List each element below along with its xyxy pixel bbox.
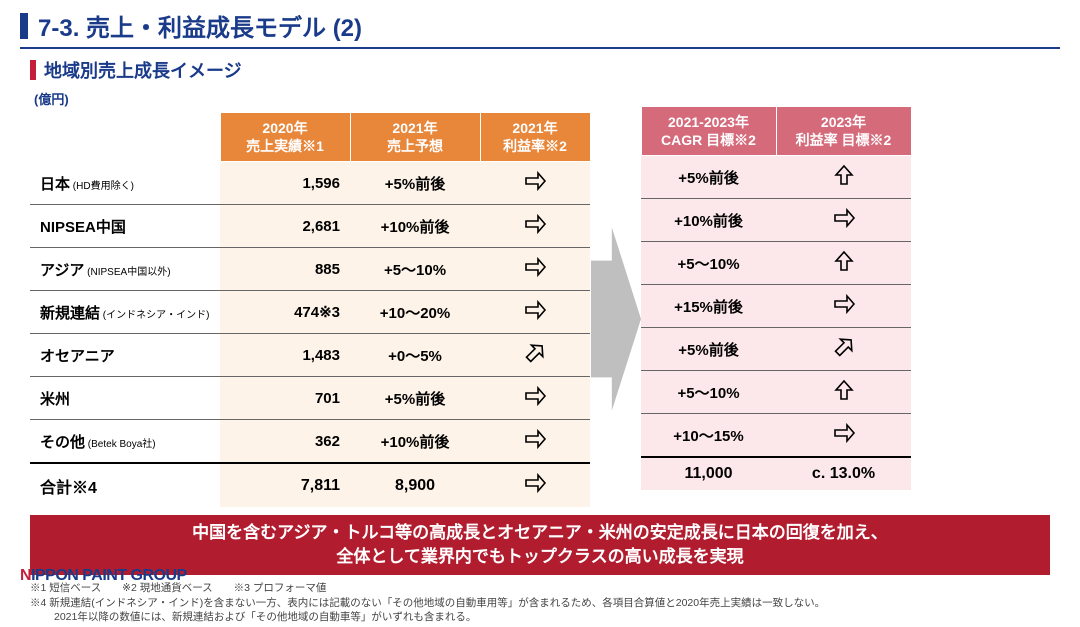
row-label: 日本 (HD費用除く) xyxy=(30,162,220,205)
cell-2020: 474※3 xyxy=(220,291,350,334)
header-cagr: 2021-2023年CAGR 目標※2 xyxy=(641,107,776,156)
logo: NIPPON PAINT GROUP xyxy=(20,567,187,585)
cell-2020: 701 xyxy=(220,377,350,420)
cell-arrow-left xyxy=(480,162,590,205)
slide-title-row: 7-3. 売上・利益成長モデル (2) xyxy=(0,0,1080,47)
cell-2020: 885 xyxy=(220,248,350,291)
cell-arrow-left xyxy=(480,248,590,291)
subtitle: 地域別売上成長イメージ xyxy=(44,57,242,83)
cell-cagr: +10～15% xyxy=(641,414,776,458)
slide-title: 7-3. 売上・利益成長モデル (2) xyxy=(38,8,362,43)
cell-arrow-right xyxy=(776,242,911,285)
cell-total-cagr: 11,000 xyxy=(641,457,776,490)
cell-arrow-right xyxy=(776,371,911,414)
cell-total-arrow xyxy=(480,463,590,507)
banner-line2: 全体として業界内でもトップクラスの高い成長を実現 xyxy=(38,545,1042,569)
left-table-wrap: (億円) 2020年売上実績※1 2021年売上予想 2021年利益率※2 日本… xyxy=(30,89,591,507)
header-2023m: 2023年利益率 目標※2 xyxy=(776,107,911,156)
row-label: その他 (Betek Boya社) xyxy=(30,420,220,464)
logo-rest: IPPON PAINT GROUP xyxy=(31,567,187,584)
unit-label: (億円) xyxy=(30,89,591,112)
cell-2020: 2,681 xyxy=(220,205,350,248)
cell-arrow-left xyxy=(480,377,590,420)
cell-2021f: +5～10% xyxy=(350,248,480,291)
row-label: 新規連結 (インドネシア・インド) xyxy=(30,291,220,334)
cell-cagr: +5～10% xyxy=(641,371,776,414)
cell-cagr: +5～10% xyxy=(641,242,776,285)
cell-2021f: +0～5% xyxy=(350,334,480,377)
row-label: NIPSEA中国 xyxy=(30,205,220,248)
header-2020: 2020年売上実績※1 xyxy=(220,113,350,162)
cell-2021f: +5%前後 xyxy=(350,377,480,420)
footnotes: ※1 短信ベース ※2 現地通貨ベース ※3 プロフォーマ値 ※4 新規連結(イ… xyxy=(0,579,1080,627)
right-table-wrap: 2021-2023年CAGR 目標※2 2023年利益率 目標※2 +5%前後+… xyxy=(641,89,912,490)
cell-arrow-right xyxy=(776,414,911,458)
footnote-5: 2021年以降の数値には、新規連結および「その他地域の自動車等」がいずれも含まれ… xyxy=(30,610,1050,625)
cell-2021f: +5%前後 xyxy=(350,162,480,205)
row-label: オセアニア xyxy=(30,334,220,377)
cell-2020: 1,483 xyxy=(220,334,350,377)
row-label: アジア (NIPSEA中国以外) xyxy=(30,248,220,291)
cell-cagr: +10%前後 xyxy=(641,199,776,242)
cell-arrow-right xyxy=(776,328,911,371)
cell-cagr: +15%前後 xyxy=(641,285,776,328)
right-table: 2021-2023年CAGR 目標※2 2023年利益率 目標※2 +5%前後+… xyxy=(641,106,912,490)
cell-arrow-right xyxy=(776,285,911,328)
cell-arrow-left xyxy=(480,334,590,377)
left-table: 2020年売上実績※1 2021年売上予想 2021年利益率※2 日本 (HD費… xyxy=(30,112,591,507)
cell-total-2021f: 8,900 xyxy=(350,463,480,507)
title-underline xyxy=(20,47,1060,49)
cell-cagr: +5%前後 xyxy=(641,156,776,199)
footnote-4: ※4 新規連結(インドネシア・インド)を含まない一方、表内には記載のない「その他… xyxy=(30,596,1050,611)
cell-cagr: +5%前後 xyxy=(641,328,776,371)
cell-2020: 362 xyxy=(220,420,350,464)
cell-arrow-right xyxy=(776,199,911,242)
cell-2020: 1,596 xyxy=(220,162,350,205)
cell-arrow-right xyxy=(776,156,911,199)
header-2021m: 2021年利益率※2 xyxy=(480,113,590,162)
big-arrow-separator xyxy=(591,89,641,429)
cell-2021f: +10%前後 xyxy=(350,420,480,464)
cell-arrow-left xyxy=(480,205,590,248)
cell-total-2020: 7,811 xyxy=(220,463,350,507)
row-label: 米州 xyxy=(30,377,220,420)
banner-line1: 中国を含むアジア・トルコ等の高成長とオセアニア・米州の安定成長に日本の回復を加え… xyxy=(38,521,1042,545)
content-area: (億円) 2020年売上実績※1 2021年売上予想 2021年利益率※2 日本… xyxy=(0,89,1080,507)
cell-arrow-left xyxy=(480,291,590,334)
cell-total-2023m: c. 13.0% xyxy=(776,457,911,490)
logo-n: N xyxy=(20,567,31,584)
subtitle-accent-bar xyxy=(30,60,36,80)
subtitle-row: 地域別売上成長イメージ xyxy=(0,55,1080,89)
row-label-total: 合計※4 xyxy=(30,463,220,507)
title-accent-bar xyxy=(20,13,28,39)
cell-2021f: +10%前後 xyxy=(350,205,480,248)
cell-arrow-left xyxy=(480,420,590,464)
footnote-3: ※3 プロフォーマ値 xyxy=(234,582,327,594)
cell-2021f: +10～20% xyxy=(350,291,480,334)
header-2021f: 2021年売上予想 xyxy=(350,113,480,162)
